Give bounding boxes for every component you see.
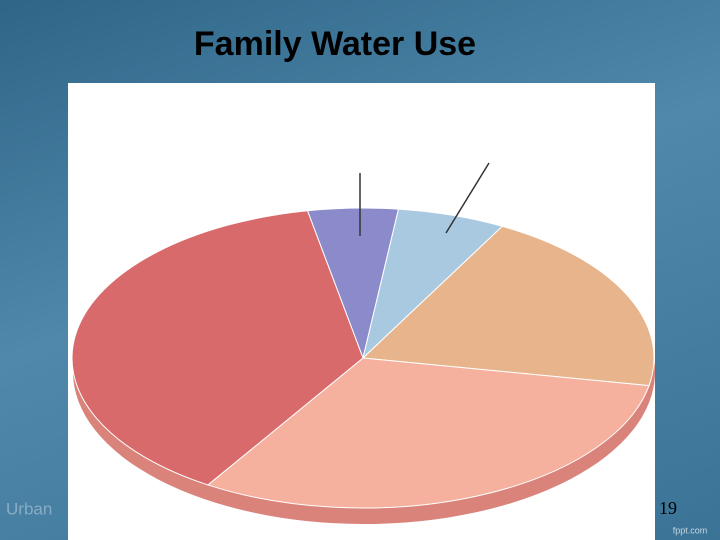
chart-title: Family Water Use: [194, 25, 476, 63]
page-number: 19: [659, 498, 677, 518]
pie-slice: [71, 210, 364, 486]
pie-slice: [361, 225, 655, 387]
watermark: fppt.com: [673, 525, 708, 535]
footer-text: Urban: [6, 499, 52, 518]
leader-line: [445, 162, 490, 234]
pie-slice: [206, 357, 650, 509]
